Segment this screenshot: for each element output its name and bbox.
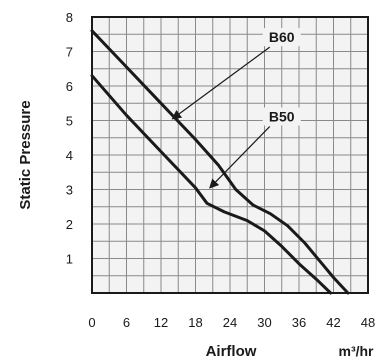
label-background-b50 xyxy=(262,107,301,126)
series-label-b60: B60 xyxy=(269,29,295,45)
x-tick-label: 18 xyxy=(188,315,202,330)
y-tick-label: 2 xyxy=(66,217,73,232)
y-tick-label: 3 xyxy=(66,183,73,198)
x-tick-label: 24 xyxy=(223,315,237,330)
y-axis-title: Static Pressure xyxy=(17,100,34,209)
y-tick-label: 6 xyxy=(66,79,73,94)
x-tick-label: 42 xyxy=(326,315,340,330)
x-tick-label: 6 xyxy=(123,315,130,330)
series-group xyxy=(90,29,350,295)
y-tick-label: 7 xyxy=(66,45,73,60)
x-tick-label: 36 xyxy=(292,315,306,330)
annotations-group: B60 B50 xyxy=(171,28,301,189)
y-tick-label: 4 xyxy=(66,148,73,163)
x-tick-label: 12 xyxy=(154,315,168,330)
x-tick-label: 0 xyxy=(88,315,95,330)
leader-arrow-b60 xyxy=(171,46,271,120)
y-tick-label: 8 xyxy=(66,10,73,25)
x-tick-label: 48 xyxy=(361,315,375,330)
x-tick-label: 30 xyxy=(257,315,271,330)
leader-arrow-b50 xyxy=(209,126,271,189)
series-line-b50 xyxy=(90,74,333,295)
plot-frame xyxy=(91,16,369,294)
series-line-b60 xyxy=(90,29,350,295)
x-axis-unit: m³/hr xyxy=(339,343,375,359)
x-axis-title: Airflow xyxy=(206,343,257,360)
y-tick-label: 5 xyxy=(66,114,73,129)
series-label-b50: B50 xyxy=(269,109,295,125)
y-tick-label: 1 xyxy=(66,252,73,267)
label-background-b60 xyxy=(262,28,301,47)
